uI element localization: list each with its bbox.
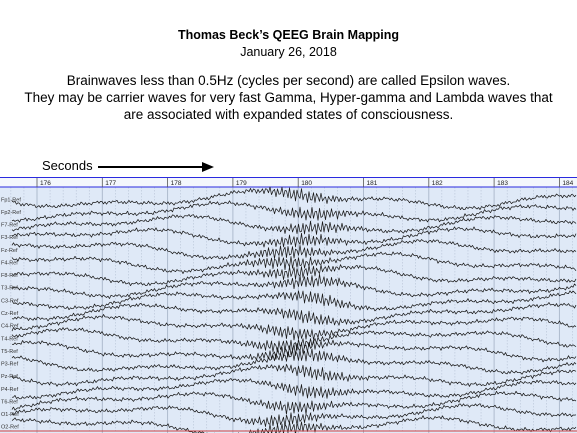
- channel-label: T6-Ref: [1, 399, 18, 405]
- eeg-trace: [11, 273, 577, 299]
- time-tick-label: 183: [497, 180, 508, 187]
- eeg-time-ticks: 176 177 178 179 180 181 182 183 184: [36, 178, 574, 187]
- channel-label: T4-Ref: [1, 336, 18, 342]
- description-line-1: Brainwaves less than 0.5Hz (cycles per s…: [66, 73, 511, 88]
- description-line-2: They may be carrier waves for very fast …: [24, 90, 553, 105]
- eeg-channel-labels: Fp1-Ref Fp2-Ref F7-Ref F3-Ref Fz-Ref F4-Ref F8…: [1, 197, 21, 430]
- eeg-time-header: [0, 177, 577, 187]
- eeg-trace: [11, 403, 577, 428]
- channel-label: Pz-Ref: [1, 374, 18, 380]
- channel-label: Fp2-Ref: [1, 210, 21, 216]
- eeg-trace: [11, 339, 577, 363]
- channel-label: Cz-Ref: [1, 311, 19, 317]
- eeg-trace: [11, 290, 577, 312]
- eeg-trace: [11, 251, 577, 274]
- eeg-trace: [11, 186, 577, 211]
- eeg-trace: [11, 415, 577, 433]
- time-tick-label: 178: [171, 180, 182, 187]
- channel-label: C4-Ref: [1, 324, 19, 330]
- channel-label: O2-Ref: [1, 425, 19, 431]
- slide-description: Brainwaves less than 0.5Hz (cycles per s…: [0, 72, 577, 123]
- eeg-trace: [11, 363, 577, 387]
- eeg-trace: [11, 214, 577, 235]
- eeg-trace: [11, 314, 577, 341]
- eeg-background: [0, 177, 577, 433]
- eeg-recording-panel: 176 177 178 179 180 181 182 183 184 Fp1-Ref Fp2-R…: [0, 177, 577, 433]
- time-tick-label: 179: [236, 180, 247, 187]
- time-tick-label: 176: [40, 180, 51, 187]
- eeg-trace: [11, 390, 577, 415]
- channel-label: P3-Ref: [1, 362, 19, 368]
- time-tick-label: 184: [562, 180, 573, 187]
- arrow-right-icon: [98, 162, 214, 172]
- channel-label: C3-Ref: [1, 298, 19, 304]
- eeg-trace: [11, 264, 577, 287]
- slide-title: Thomas Beck’s QEEG Brain Mapping: [177, 28, 400, 42]
- channel-label: T5-Ref: [1, 349, 18, 355]
- time-tick-label: 180: [301, 180, 312, 187]
- channel-label: Fz-Ref: [1, 248, 18, 254]
- description-line-3: are associated with expanded states of c…: [123, 107, 454, 122]
- channel-label: F4-Ref: [1, 260, 18, 266]
- slide-date: January 26, 2018: [240, 45, 337, 59]
- channel-label: F7-Ref: [1, 223, 18, 229]
- channel-label: F8-Ref: [1, 273, 18, 279]
- eeg-trace: [11, 302, 577, 326]
- eeg-trace: [11, 348, 577, 375]
- channel-label: T3-Ref: [1, 286, 18, 292]
- channel-label: Fp1-Ref: [1, 197, 21, 203]
- eeg-trace: [11, 200, 577, 223]
- time-tick-label: 177: [105, 180, 116, 187]
- eeg-trace: [11, 226, 577, 248]
- eeg-traces: [11, 186, 577, 433]
- eeg-trace: [11, 327, 577, 353]
- eeg-trace: [11, 378, 577, 400]
- channel-label: O1-Ref: [1, 412, 19, 418]
- time-tick-label: 181: [367, 180, 378, 187]
- channel-label: P4-Ref: [1, 387, 19, 393]
- time-tick-label: 182: [432, 180, 443, 187]
- channel-label: F3-Ref: [1, 235, 18, 241]
- seconds-label: Seconds: [42, 158, 93, 173]
- eeg-trace: [11, 239, 577, 260]
